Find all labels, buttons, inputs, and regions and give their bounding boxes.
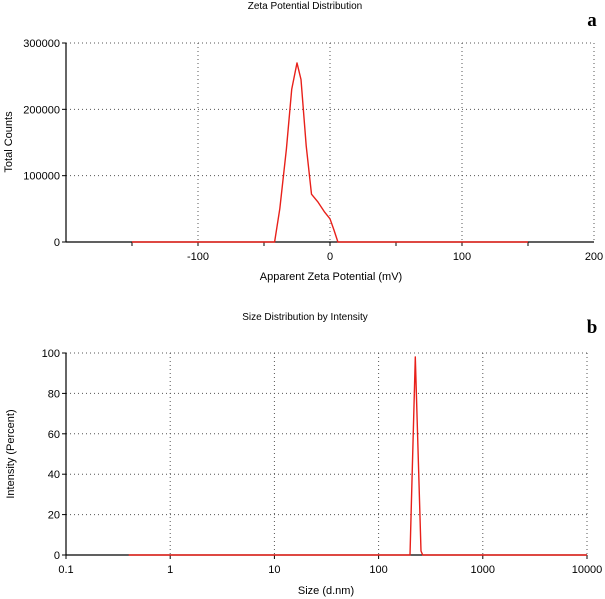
- x-tick-label: 1000: [471, 564, 495, 576]
- x-tick-label: -100: [187, 251, 209, 263]
- ticks: 0 20 40 60 80 100 0.1 1 10 100 1000 10000: [42, 348, 603, 576]
- y-tick-label: 80: [48, 388, 60, 400]
- grid: [66, 42, 595, 242]
- panel-label: a: [587, 10, 597, 31]
- y-tick-label: 40: [48, 469, 60, 481]
- panel-label: b: [587, 317, 598, 338]
- y-tick-label: 0: [54, 550, 60, 562]
- x-axis-label: Apparent Zeta Potential (mV): [260, 271, 402, 283]
- x-tick-label: 100: [369, 564, 387, 576]
- x-tick-label: 1: [167, 564, 173, 576]
- y-axis-label: Intensity (Percent): [5, 409, 17, 498]
- grid: [66, 352, 588, 555]
- series: [132, 62, 528, 243]
- y-tick-label: 20: [48, 510, 60, 522]
- y-tick-label: 100000: [23, 171, 60, 183]
- x-tick-label: 10000: [572, 564, 603, 576]
- axes: [65, 353, 587, 556]
- chart-title: Zeta Potential Distribution: [248, 1, 363, 12]
- y-tick-label: 0: [54, 237, 60, 249]
- x-axis-label: Size (d.nm): [298, 585, 354, 597]
- y-tick-label: 60: [48, 429, 60, 441]
- zeta-potential-chart: Zeta Potential Distribution a 0 100000 200…: [3, 1, 603, 283]
- size-distribution-chart: Size Distribution by Intensity b 0 20 40 60…: [5, 312, 602, 597]
- x-tick-label: 0.1: [58, 564, 73, 576]
- x-tick-label: 0: [327, 251, 333, 263]
- y-axis-label: Total Counts: [3, 111, 15, 173]
- y-tick-label: 200000: [23, 104, 60, 116]
- series: [128, 356, 587, 556]
- x-tick-label: 100: [453, 251, 471, 263]
- ticks: 0 100000 200000 300000 -100 0 100 200: [23, 38, 603, 263]
- x-tick-label: 10: [268, 564, 280, 576]
- axes: [65, 43, 594, 243]
- x-tick-label: 200: [585, 251, 603, 263]
- series-line: [128, 356, 587, 556]
- y-tick-label: 300000: [23, 38, 60, 50]
- chart-title: Size Distribution by Intensity: [242, 312, 368, 323]
- y-tick-label: 100: [42, 348, 60, 360]
- series-line: [132, 62, 528, 243]
